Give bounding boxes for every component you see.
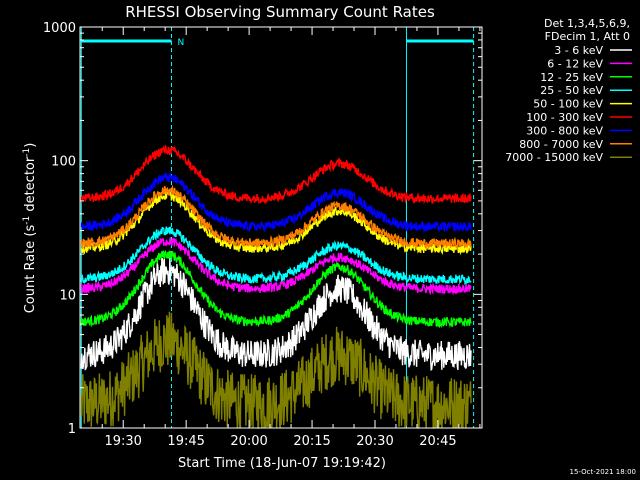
series-line-5 <box>80 144 472 205</box>
legend-label: 3 - 6 keV <box>554 44 603 57</box>
legend-label: 12 - 25 keV <box>540 71 603 84</box>
legend: Det 1,3,4,5,6,9, FDecim 1, Att 0 3 - 6 k… <box>505 17 632 164</box>
legend-header-1: Det 1,3,4,5,6,9, <box>544 17 630 30</box>
y-label-sup-1: -1 <box>22 216 32 225</box>
legend-label: 800 - 7000 keV <box>519 138 603 151</box>
x-tick-label: 20:45 <box>419 434 456 449</box>
x-tick-label: 19:30 <box>104 434 141 449</box>
y-axis: 1 10 100 1000 <box>43 21 482 437</box>
y-label-part-2: detector <box>23 156 38 216</box>
series-line-7 <box>80 184 472 251</box>
legend-label: 100 - 300 keV <box>526 111 603 124</box>
series-line-1 <box>80 237 472 296</box>
x-tick-label: 19:45 <box>167 434 204 449</box>
y-tick-label: 1000 <box>43 21 76 36</box>
chart-title: RHESSI Observing Summary Count Rates <box>125 3 435 21</box>
y-label-part-1: Count Rate (s <box>23 225 38 314</box>
plot-area: N <box>80 27 475 429</box>
y-tick-label: 10 <box>59 288 76 303</box>
legend-label: 300 - 800 keV <box>526 124 603 137</box>
y-label-part-3: ) <box>23 143 38 148</box>
series-line-0 <box>80 257 472 372</box>
night-marker-label: N <box>177 38 184 48</box>
x-axis: 19:30 19:45 20:00 20:15 20:30 20:45 <box>101 27 481 449</box>
x-tick-label: 20:00 <box>230 434 267 449</box>
y-label-sup-2: -1 <box>22 148 32 157</box>
timestamp: 15-Oct-2021 18:00 <box>570 468 636 476</box>
plot-frame <box>79 26 483 429</box>
legend-label: 25 - 50 keV <box>540 84 603 97</box>
series-line-6 <box>80 172 472 234</box>
legend-header-2: FDecim 1, Att 0 <box>545 30 630 43</box>
series-line-8 <box>80 311 472 429</box>
y-tick-label: 100 <box>51 155 76 170</box>
x-tick-label: 20:30 <box>356 434 393 449</box>
legend-label: 7000 - 15000 keV <box>505 151 603 164</box>
y-axis-label: Count Rate (s-1 detector-1) <box>22 143 38 314</box>
legend-label: 50 - 100 keV <box>533 98 603 111</box>
x-axis-label: Start Time (18-Jun-07 19:19:42) <box>178 456 386 471</box>
series-line-3 <box>80 226 472 286</box>
series-line-2 <box>80 249 472 329</box>
y-tick-label: 1 <box>68 422 76 437</box>
x-tick-label: 20:15 <box>293 434 330 449</box>
legend-label: 6 - 12 keV <box>547 57 603 70</box>
